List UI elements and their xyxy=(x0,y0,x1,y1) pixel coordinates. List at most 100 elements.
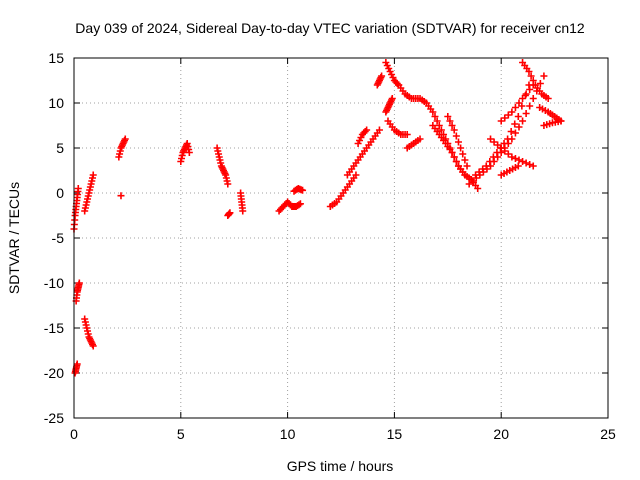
data-series-segment xyxy=(343,126,383,179)
data-series-segment xyxy=(177,140,193,165)
data-point xyxy=(73,360,81,368)
data-point xyxy=(448,149,456,156)
data-point xyxy=(497,144,505,152)
data-point xyxy=(375,126,383,134)
data-point xyxy=(529,162,537,170)
data-point xyxy=(515,99,523,107)
data-point xyxy=(452,132,460,140)
data-point xyxy=(433,117,441,125)
data-point xyxy=(299,186,307,194)
data-point xyxy=(352,171,360,179)
data-point xyxy=(529,77,537,84)
data-point xyxy=(519,158,527,165)
data-point xyxy=(475,168,483,176)
data-series-segment xyxy=(429,122,469,179)
data-point xyxy=(504,111,512,119)
data-series-segment xyxy=(213,144,232,188)
data-point xyxy=(446,117,454,125)
data-point xyxy=(514,113,522,120)
x-tick-label: 0 xyxy=(70,426,78,442)
data-point xyxy=(74,185,82,192)
data-point xyxy=(361,128,369,135)
data-point xyxy=(486,158,494,165)
data-point xyxy=(525,68,533,75)
chart-title: Day 039 of 2024, Sidereal Day-to-day VTE… xyxy=(75,20,585,36)
data-point xyxy=(461,156,469,164)
data-point xyxy=(465,180,473,188)
data-point xyxy=(429,108,437,116)
data-point xyxy=(226,209,234,217)
data-point xyxy=(515,156,523,164)
data-point xyxy=(500,140,508,147)
data-series-segment xyxy=(395,81,422,102)
data-point xyxy=(435,122,443,129)
x-axis-label: GPS time / hours xyxy=(287,458,394,474)
data-series-segment xyxy=(382,95,396,116)
y-tick-labels: -25 -20 -15 -10 -5 0 5 10 15 xyxy=(44,50,64,426)
data-point xyxy=(482,162,490,170)
data-point xyxy=(431,113,439,120)
data-point xyxy=(89,342,97,350)
data-point xyxy=(511,155,519,162)
data-series-segment xyxy=(81,171,97,215)
data-point xyxy=(527,72,535,80)
data-series-segment xyxy=(497,162,522,179)
data-point xyxy=(526,102,534,110)
data-series-segment xyxy=(326,171,360,210)
data-series-segment xyxy=(444,113,471,170)
data-point xyxy=(487,135,495,143)
x-tick-label: 15 xyxy=(387,426,403,442)
plot-frame xyxy=(73,57,609,419)
x-tick-labels: 0 5 10 15 20 25 xyxy=(70,426,616,442)
data-point xyxy=(75,279,83,287)
data-point xyxy=(501,114,509,122)
data-point xyxy=(540,72,548,80)
y-tick-label: 10 xyxy=(48,95,64,111)
data-point xyxy=(526,86,534,93)
data-point xyxy=(461,171,469,179)
y-tick-label: 15 xyxy=(48,50,64,66)
data-point xyxy=(522,90,530,98)
y-tick-label: -5 xyxy=(52,230,65,246)
x-tick-label: 10 xyxy=(280,426,296,442)
data-point xyxy=(515,123,523,131)
data-point xyxy=(448,122,456,129)
y-tick-label: 0 xyxy=(56,185,64,201)
data-point xyxy=(472,171,480,179)
data-point xyxy=(296,200,304,208)
data-point xyxy=(508,108,516,116)
data-point xyxy=(497,117,505,125)
data-point xyxy=(463,162,471,170)
data-point xyxy=(89,171,97,179)
data-series-segment xyxy=(487,135,537,170)
data-point xyxy=(479,165,487,173)
data-point xyxy=(457,144,465,152)
data-series-segment xyxy=(117,192,125,200)
data-series-segment xyxy=(71,360,81,377)
data-series-segment xyxy=(81,315,97,350)
data-point xyxy=(508,153,516,161)
data-point xyxy=(511,104,519,111)
data-point xyxy=(117,192,125,200)
data-point xyxy=(526,161,534,168)
data-point xyxy=(416,135,424,143)
data-point xyxy=(454,138,462,146)
data-point xyxy=(388,95,396,102)
data-point xyxy=(544,95,552,102)
data-point xyxy=(536,80,544,87)
data-point xyxy=(185,149,193,156)
data-point xyxy=(501,147,509,155)
data-point xyxy=(490,138,498,146)
data-series-segment xyxy=(354,126,371,147)
data-point xyxy=(121,135,129,143)
y-tick-label: -20 xyxy=(44,365,64,381)
data-point xyxy=(494,141,502,149)
data-point xyxy=(378,72,386,80)
data-point xyxy=(507,128,515,135)
data-point xyxy=(295,201,303,209)
data-point xyxy=(437,126,445,134)
data-point xyxy=(469,177,477,185)
data-point xyxy=(557,117,565,125)
data-series-segment xyxy=(403,135,424,152)
data-point xyxy=(444,113,452,120)
